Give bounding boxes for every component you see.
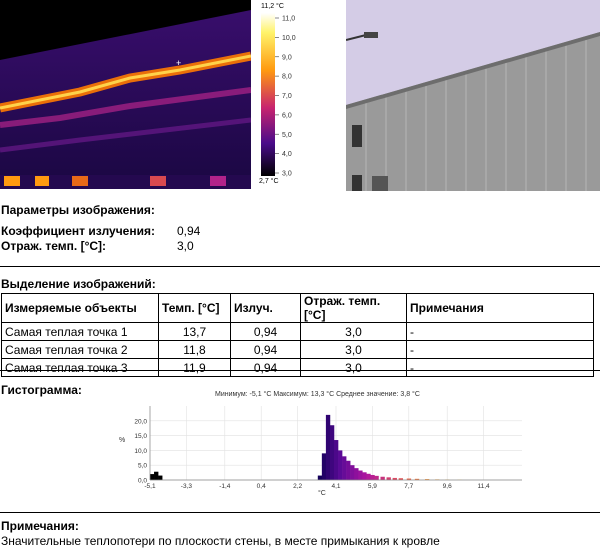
histogram-bar xyxy=(362,472,367,480)
scale-tick-label: 5,0 xyxy=(282,132,292,139)
x-unit-label: °C xyxy=(318,489,326,497)
y-tick-label: 10,0 xyxy=(134,448,147,455)
cell-temp: 11,8 xyxy=(158,340,231,359)
histogram-bar xyxy=(398,478,404,480)
table-row: Самая теплая точка 1 13,7 0,94 3,0 - xyxy=(1,322,594,341)
histogram-y-label: % xyxy=(119,437,126,444)
histogram-bar xyxy=(380,476,385,480)
y-tick-label: 20,0 xyxy=(134,418,147,425)
col-header-refl-temp: Отраж. темп. [°C] xyxy=(300,293,407,323)
scale-tick-label: 10,0 xyxy=(282,35,296,42)
histogram-stats: Минимум: -5,1 °C Максимум: 13,3 °C Средн… xyxy=(215,391,420,398)
x-tick-label: 7,7 xyxy=(404,483,413,490)
histogram-bar xyxy=(158,475,163,480)
notes-text: Значительные теплопотери по плоскости ст… xyxy=(1,534,440,548)
cell-emissivity: 0,94 xyxy=(230,340,301,359)
histogram-chart: 20,0 15,0 10,0 5,0 0,0-5,1 -3,3 -1,4 0,4 2,2 4,1 5… xyxy=(134,406,522,497)
histogram-bar xyxy=(329,425,335,480)
divider xyxy=(0,512,600,513)
col-header-emissivity: Излуч. xyxy=(230,293,301,323)
x-tick-label: 4,1 xyxy=(331,483,340,490)
cell-object: Самая теплая точка 1 xyxy=(1,322,159,341)
cell-object: Самая теплая точка 3 xyxy=(1,358,159,377)
x-tick-label: -5,1 xyxy=(144,483,156,490)
histogram-bar xyxy=(386,477,391,480)
cell-object: Самая теплая точка 2 xyxy=(1,340,159,359)
scale-tick-label: 9,0 xyxy=(282,54,292,61)
histogram-bar xyxy=(374,475,379,480)
visual-photo xyxy=(346,0,600,191)
x-tick-label: -3,3 xyxy=(181,483,193,490)
histogram-bar xyxy=(333,440,339,480)
histogram-title: Гистограмма: xyxy=(1,383,82,397)
col-header-temp: Темп. [°C] xyxy=(158,293,231,323)
scale-min-label: 2,7 °C xyxy=(259,178,279,185)
refl-temp-label: Отраж. темп. [°C]: xyxy=(1,239,107,253)
x-tick-label: 2,2 xyxy=(293,483,302,490)
y-tick-label: 5,0 xyxy=(138,463,147,470)
measurement-table: Измеряемые объекты Темп. [°C] Излуч. Отр… xyxy=(1,293,594,377)
col-header-object: Измеряемые объекты xyxy=(1,293,159,323)
refl-temp-value: 3,0 xyxy=(177,239,194,253)
cell-refl-temp: 3,0 xyxy=(300,358,407,377)
cell-temp: 13,7 xyxy=(158,322,231,341)
histogram-bar xyxy=(338,450,343,480)
histogram-bar xyxy=(370,474,375,480)
x-tick-label: 5,9 xyxy=(368,483,377,490)
divider xyxy=(0,266,600,267)
histogram-bar xyxy=(354,468,359,480)
y-tick-label: 0,0 xyxy=(138,478,147,485)
cell-emissivity: 0,94 xyxy=(230,322,301,341)
svg-text:+: + xyxy=(176,58,181,68)
cell-refl-temp: 3,0 xyxy=(300,340,407,359)
cell-refl-temp: 3,0 xyxy=(300,322,407,341)
histogram-bar xyxy=(154,471,159,480)
scale-tick-label: 3,0 xyxy=(282,171,292,178)
thermal-image: + xyxy=(0,0,251,189)
scale-max-label: 11,2 °C xyxy=(261,3,284,10)
scale-tick-label: 7,0 xyxy=(282,93,292,100)
histogram-bar xyxy=(358,470,363,480)
cell-notes: - xyxy=(406,358,594,377)
histogram-bar xyxy=(424,479,430,480)
selection-title: Выделение изображений: xyxy=(1,277,156,291)
histogram-bar xyxy=(366,473,371,480)
notes-title: Примечания: xyxy=(1,519,79,533)
emissivity-value: 0,94 xyxy=(177,224,201,238)
scale-tick-label: 6,0 xyxy=(282,112,292,119)
table-row: Самая теплая точка 2 11,8 0,94 3,0 - xyxy=(1,340,594,359)
histogram-bar xyxy=(150,474,155,480)
x-tick-label: -1,4 xyxy=(219,483,231,490)
histogram-bar xyxy=(414,478,420,480)
table-row: Самая теплая точка 3 11,9 0,94 3,0 - xyxy=(1,358,594,377)
divider xyxy=(0,370,600,371)
scale-tick-label: 8,0 xyxy=(282,74,292,81)
cell-notes: - xyxy=(406,340,594,359)
histogram-bar xyxy=(325,414,331,480)
thermal-color-scale: 11,0 10,0 9,0 8,0 7,0 6,0 5,0 4,0 3,0 11,2 °C 2,… xyxy=(251,0,343,189)
histogram-bar xyxy=(346,460,351,480)
histogram-bar xyxy=(406,478,412,480)
cell-notes: - xyxy=(406,322,594,341)
histogram-bar xyxy=(321,453,327,480)
emissivity-label: Коэффициент излучения: xyxy=(1,224,155,238)
x-tick-label: 11,4 xyxy=(478,483,491,490)
histogram-bar xyxy=(392,477,397,480)
cell-temp: 11,9 xyxy=(158,358,231,377)
image-params-title: Параметры изображения: xyxy=(1,203,155,217)
col-header-notes: Примечания xyxy=(406,293,594,323)
scale-tick-label: 4,0 xyxy=(282,151,292,158)
x-tick-label: 0,4 xyxy=(257,483,266,490)
x-tick-label: 9,6 xyxy=(443,483,452,490)
histogram-bar xyxy=(342,456,347,480)
histogram-bar xyxy=(350,465,355,480)
cell-emissivity: 0,94 xyxy=(230,358,301,377)
table-header-row: Измеряемые объекты Темп. [°C] Излуч. Отр… xyxy=(1,293,594,323)
y-tick-label: 15,0 xyxy=(134,433,147,440)
histogram-bar xyxy=(317,475,323,480)
scale-tick-label: 11,0 xyxy=(282,16,295,23)
